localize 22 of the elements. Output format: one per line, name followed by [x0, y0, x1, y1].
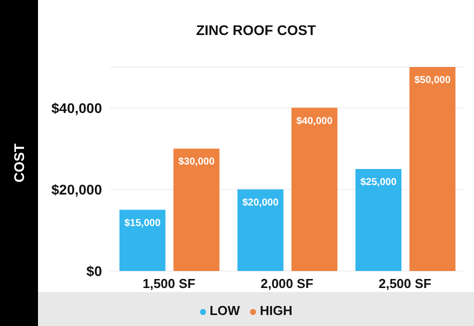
data-label: $20,000	[242, 197, 279, 208]
bar	[173, 148, 220, 271]
chart-title: ZINC ROOF COST	[195, 22, 317, 38]
legend-label: LOW	[210, 303, 240, 318]
x-tick-label: 2,500 SF	[378, 276, 432, 292]
data-label: $40,000	[296, 116, 333, 127]
data-label: $25,000	[360, 177, 397, 188]
x-tick-label: 2,000 SF	[260, 276, 314, 292]
x-tick-label: 1,500 SF	[142, 276, 196, 292]
data-label: $30,000	[178, 156, 215, 168]
y-tick-label: $20,000	[51, 181, 102, 198]
bar	[355, 169, 402, 271]
data-label: $50,000	[414, 75, 451, 86]
y-tick-label: $40,000	[51, 100, 102, 116]
y-axis-title: COST	[11, 144, 27, 182]
bar	[409, 67, 456, 271]
bar	[291, 108, 338, 271]
bar	[119, 210, 166, 271]
legend-label: HIGH	[260, 303, 292, 318]
bar	[237, 189, 284, 271]
data-label: $15,000	[124, 218, 161, 229]
y-tick-label: $0	[86, 262, 102, 279]
